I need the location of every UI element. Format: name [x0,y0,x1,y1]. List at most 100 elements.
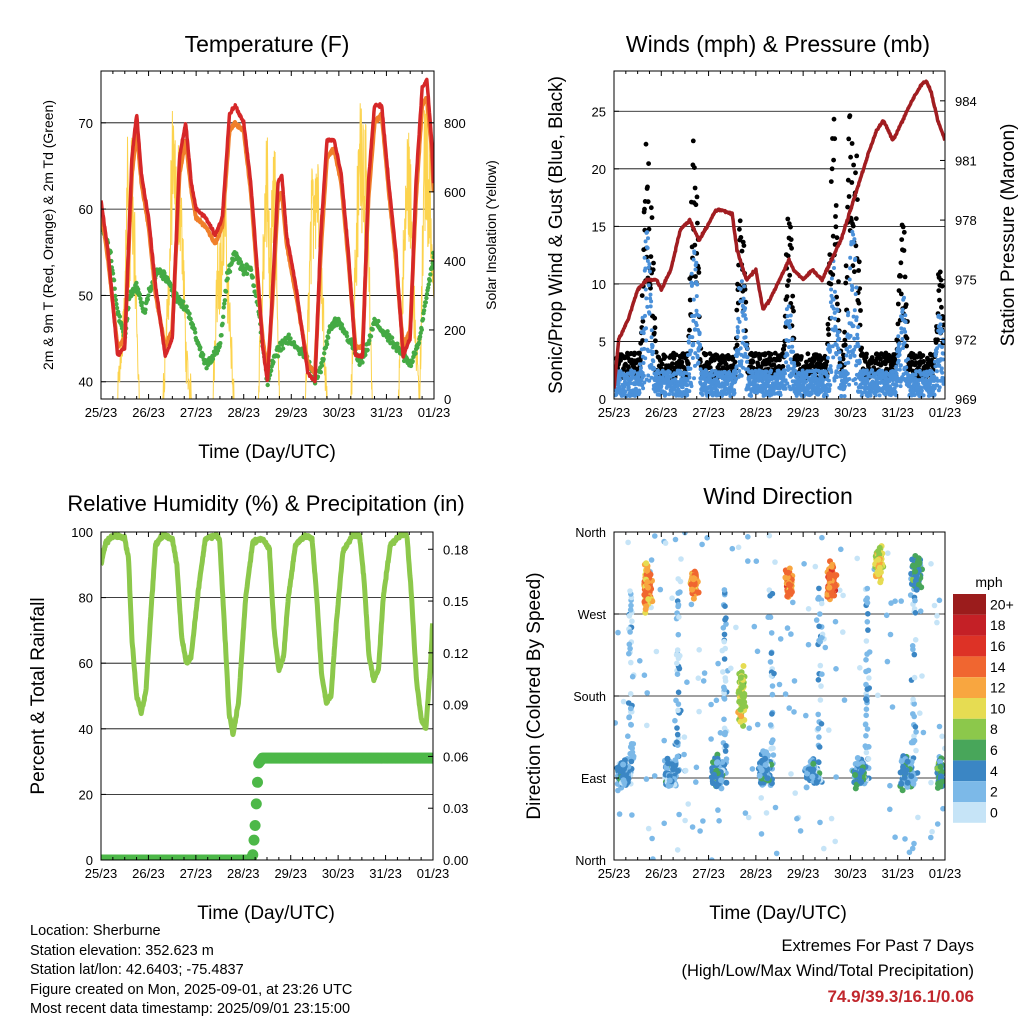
direction-series [614,532,945,860]
gust-point [920,353,926,358]
gust-point [853,170,858,176]
direction-point [854,555,860,562]
gust-point [935,337,940,343]
wind-point [710,368,715,373]
wind-point [791,349,796,354]
direction-point [837,587,843,594]
wind-point [900,307,905,312]
gust-point [895,301,901,307]
wind-point [644,296,649,301]
direction-point [753,558,760,564]
wind-point [700,392,705,397]
direction-point [628,758,635,765]
gust-point [690,138,696,144]
wind-point [835,333,840,338]
temperature-title: Temperature (F) [185,31,350,57]
direction-point [832,838,838,845]
direction-point [674,647,681,653]
wind-point [737,319,742,324]
direction-point [928,779,934,786]
wind-point [868,393,873,398]
gust-point [788,237,794,243]
direction-point [768,650,775,656]
wind-point [697,331,702,335]
dewpoint-point [360,360,365,365]
direction-point [758,795,764,801]
wind-point [787,325,792,330]
wind-point [938,315,943,320]
direction-point [892,834,898,840]
wind-point [813,372,818,377]
direction-point [771,670,777,677]
wind-point [832,289,837,294]
wind-point [743,316,748,321]
gust-point [842,329,847,335]
wind-point [694,260,699,265]
dewpoint-point [376,318,381,324]
gust-point [632,350,637,356]
wind-point [695,282,700,287]
y2-tick-label: 600 [444,185,466,200]
direction-point [695,589,702,596]
wind-point [690,281,695,286]
direction-point [699,541,705,548]
direction-point [696,647,702,653]
gust-point [692,242,698,248]
y-tick-label: 60 [79,656,93,671]
direction-point [910,562,916,569]
wind-point [793,368,798,373]
direction-point [912,724,919,730]
gust-point [790,293,796,299]
wind-point [656,371,661,376]
dewpoint-point [137,292,142,297]
wind-point [826,378,831,383]
wind-point [847,377,852,381]
wind-point [647,262,652,267]
direction-point [838,546,844,553]
wind-point [898,363,903,368]
winds-series [614,79,945,399]
wind-point [743,335,748,340]
direction-point [787,582,793,589]
gust-point [645,184,650,190]
x-tick-label: 30/23 [323,405,356,420]
x-tick-label: 30/23 [322,866,355,881]
wind-point [856,325,861,330]
wind-point [835,308,840,313]
rh-line [101,532,433,738]
dewpoint-point [117,314,123,319]
wind-point [739,359,744,364]
direction-point [616,811,623,817]
direction-point [912,597,918,604]
gust-point [640,338,645,343]
direction-point [784,593,791,600]
dewpoint-point [113,293,118,299]
dewpoint-point [221,314,226,319]
y2-tick-label: 400 [444,254,466,269]
wind-point [694,323,699,328]
wind-point [873,393,878,398]
direction-point [768,739,775,746]
wind-point [824,393,829,398]
dewpoint-point [219,333,224,338]
gust-point [849,141,855,146]
direction-point [674,671,681,677]
direction-point [722,675,728,681]
wind-point [939,366,944,371]
wind-point [898,347,902,352]
wind-point [642,346,647,351]
direction-point [721,587,728,593]
direction-point [652,533,658,539]
dewpoint-point [215,348,221,353]
gust-point [845,177,851,183]
direction-point [791,709,797,715]
direction-point [913,747,919,754]
direction-point [863,696,869,702]
direction-point [906,849,913,856]
wind-point [868,374,873,379]
direction-point [936,723,943,730]
wind-point [897,352,902,357]
direction-point [805,606,812,612]
wind-point [648,304,653,309]
y-tick-label: 60 [79,202,93,217]
